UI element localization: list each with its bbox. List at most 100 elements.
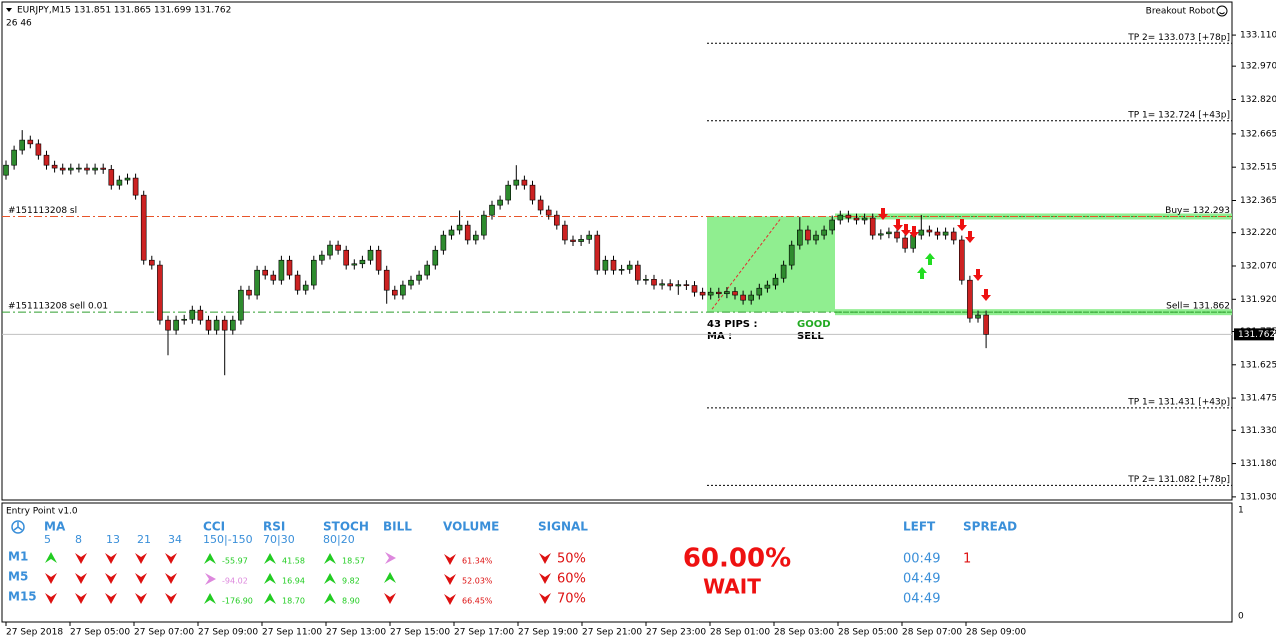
candle-body <box>116 179 123 186</box>
candle-body <box>505 184 512 201</box>
rsi-value: 16.94 <box>282 577 305 586</box>
candle-body <box>408 279 414 286</box>
trend-icon <box>135 553 147 564</box>
trend-icon <box>105 573 117 584</box>
status: WAIT <box>703 575 761 599</box>
y-tick-label: 132.820 <box>1240 95 1276 105</box>
candle-body <box>124 177 131 181</box>
stoch-value: 8.90 <box>342 597 360 606</box>
robot-name: Breakout Robot <box>1146 7 1216 17</box>
candle-body <box>497 199 503 206</box>
candle-body <box>205 319 212 331</box>
candle-body <box>440 234 447 251</box>
buy-signal <box>925 253 935 265</box>
x-tick-label: 28 Sep 03:00 <box>774 628 834 638</box>
symbol-header: EURJPY,M15 131.851 131.865 131.699 131.7… <box>17 6 231 16</box>
sell-signal <box>965 231 975 243</box>
trend-icon <box>165 593 177 604</box>
candle-body <box>626 264 633 270</box>
candle-body <box>92 167 98 171</box>
sell-signal <box>981 289 991 301</box>
candle-body <box>643 279 649 281</box>
left-value: 04:49 <box>903 592 940 607</box>
candle-body <box>165 319 171 331</box>
tp-label: TP 2= 133.073 [+78p] <box>1127 33 1230 43</box>
y-tick-label: 133.110 <box>1240 31 1276 41</box>
candle-body <box>902 237 908 249</box>
timeframe: M5 <box>8 570 28 584</box>
candle-body <box>691 285 698 293</box>
settings-icon[interactable] <box>11 520 25 534</box>
signal-value: 50% <box>557 552 586 567</box>
candle-body <box>521 179 528 186</box>
candle-body <box>772 277 779 286</box>
candle-body <box>553 214 560 226</box>
x-tick-label: 28 Sep 09:00 <box>966 628 1026 638</box>
header-bill: BILL <box>383 520 412 534</box>
volume-value: 66.45% <box>462 597 493 606</box>
x-tick-label: 27 Sep 09:00 <box>198 628 258 638</box>
trend-icon <box>324 553 336 564</box>
candle-body <box>416 274 422 281</box>
ma-period: 34 <box>168 533 182 546</box>
candle-body <box>740 294 746 301</box>
candle-body <box>238 289 244 321</box>
candle-body <box>3 164 9 176</box>
candle-body <box>173 319 179 331</box>
candle-body <box>319 254 325 261</box>
candle-body <box>764 284 771 289</box>
rsi-value: 18.70 <box>282 597 305 606</box>
candle-body <box>813 234 819 241</box>
y-tick-label: 132.070 <box>1240 261 1276 271</box>
sell-signal <box>957 219 967 231</box>
candle-body <box>197 309 204 321</box>
zone-label: Sell= 131.862 <box>1166 302 1230 312</box>
sell-signal <box>893 219 903 231</box>
candle-body <box>84 167 90 171</box>
candle-body <box>651 279 657 286</box>
rsi-value: 41.58 <box>282 557 305 566</box>
candle-body <box>958 239 965 281</box>
trend-icon <box>204 553 216 564</box>
trend-icon <box>264 593 276 604</box>
candle-body <box>578 239 584 242</box>
candle-body <box>942 231 949 236</box>
y-tick-label: 132.970 <box>1240 62 1276 72</box>
candle-body <box>545 209 552 216</box>
trend-icon <box>384 593 396 604</box>
trend-icon <box>165 573 177 584</box>
candle-body <box>108 169 115 186</box>
y-tick-label: 131.475 <box>1240 394 1276 404</box>
spread-value: 1 <box>963 552 971 567</box>
candle-body <box>100 167 106 170</box>
candle-body <box>602 259 609 271</box>
x-tick-label: 27 Sep 11:00 <box>262 628 322 638</box>
zone-pips: 43 PIPS : <box>707 319 757 330</box>
probability: 60.00% <box>683 544 791 574</box>
candle-body <box>294 274 301 291</box>
candle-body <box>805 229 811 241</box>
candle-body <box>586 234 593 240</box>
candle-body <box>359 259 366 265</box>
cci-value: -94.02 <box>222 577 248 586</box>
trend-icon <box>324 573 336 584</box>
timeframe: M1 <box>8 550 28 564</box>
trend-icon <box>384 572 396 583</box>
candle-body <box>278 259 285 281</box>
trend-icon <box>385 552 396 564</box>
trend-icon <box>444 554 456 565</box>
candle-body <box>983 314 989 335</box>
trend-icon <box>204 593 216 604</box>
candle-body <box>562 224 568 241</box>
trend-icon <box>324 593 336 604</box>
menu-arrow[interactable] <box>6 8 12 12</box>
candle-body <box>715 291 722 295</box>
candle-body <box>877 233 884 236</box>
left-value: 04:49 <box>903 572 940 587</box>
candle-body <box>270 274 277 281</box>
cci-levels: 150|-150 <box>203 533 253 546</box>
order-label: #151113208 sell 0.01 <box>8 302 108 312</box>
trend-icon <box>165 553 177 564</box>
candle-body <box>230 319 236 331</box>
